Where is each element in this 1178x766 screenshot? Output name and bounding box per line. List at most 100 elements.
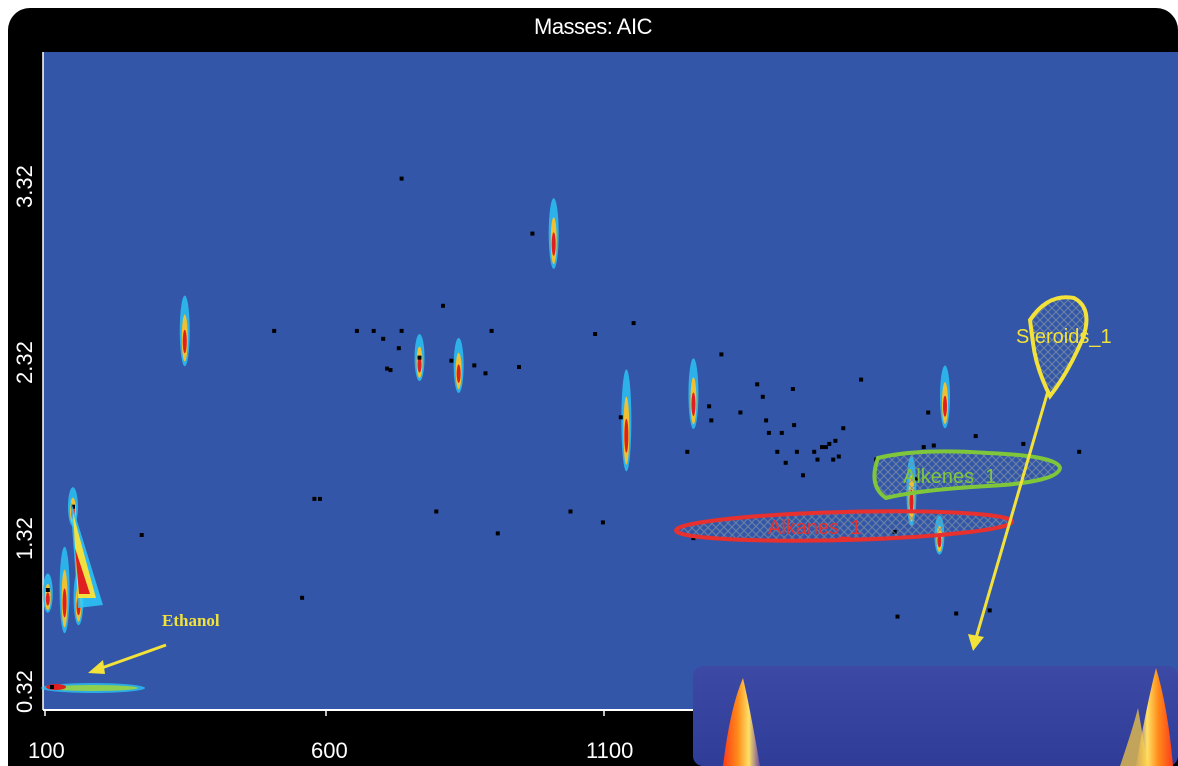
identified-point: [738, 410, 743, 415]
y-tick-label: 3.32: [12, 165, 37, 208]
identified-point: [815, 457, 820, 462]
identified-point: [709, 418, 714, 423]
identified-point: [926, 410, 931, 415]
identified-point: [836, 454, 841, 459]
identified-point: [755, 382, 760, 387]
identified-point: [371, 328, 376, 333]
identified-point: [766, 430, 771, 435]
identified-point: [973, 434, 978, 439]
identified-point: [707, 404, 712, 409]
identified-point: [775, 449, 780, 454]
identified-point: [483, 371, 488, 376]
identified-point: [399, 176, 404, 181]
identified-point: [831, 457, 836, 462]
identified-point: [568, 509, 573, 514]
identified-point: [381, 336, 386, 341]
identified-point: [618, 415, 623, 420]
identified-point: [833, 438, 838, 443]
identified-point: [790, 387, 795, 391]
peak-center: [182, 329, 187, 354]
identified-point: [71, 504, 75, 509]
region-steroids-1: [1027, 295, 1089, 400]
region-alkenes-1: [872, 449, 1063, 501]
y-tick-label: 1.32: [12, 517, 37, 560]
identified-point: [139, 533, 144, 537]
identified-point: [495, 531, 500, 536]
identified-point: [388, 368, 393, 373]
identified-point: [354, 328, 359, 333]
identified-point: [719, 352, 724, 357]
identified-point: [312, 496, 317, 501]
identified-point: [1077, 449, 1082, 454]
x-tick-label: 1100: [586, 738, 633, 763]
identified-point: [820, 445, 824, 450]
chart-frame: Masses: AIC: [8, 8, 1178, 766]
identified-point: [300, 595, 305, 600]
identified-point: [385, 366, 390, 371]
identified-point: [760, 394, 765, 399]
identified-point: [764, 418, 769, 423]
identified-point: [812, 449, 817, 454]
peak-center: [691, 392, 696, 417]
identified-point: [489, 328, 494, 333]
identified-point: [779, 430, 784, 435]
ethanol-arrow: [95, 643, 167, 672]
identified-point: [954, 611, 959, 616]
peak-center: [417, 356, 422, 373]
x-tick-label: 600: [311, 738, 348, 763]
region-alkanes-1: [674, 509, 1014, 543]
identified-point: [434, 509, 439, 514]
identified-point: [530, 231, 535, 236]
chart-title: Masses: AIC: [534, 14, 652, 39]
y-tick-label: 2.32: [12, 341, 37, 384]
identified-point: [827, 441, 832, 446]
identified-point: [631, 321, 636, 326]
peak-center: [551, 232, 556, 256]
x-tick-label: 100: [28, 738, 65, 763]
peak-center: [624, 418, 629, 453]
identified-point: [783, 460, 788, 465]
identified-point: [823, 445, 828, 450]
identified-point: [396, 346, 401, 351]
identified-point: [1021, 441, 1026, 446]
y-tick-label: 0.32: [12, 670, 37, 713]
identified-point: [399, 328, 404, 333]
peak-center: [62, 588, 67, 618]
identified-point: [517, 365, 521, 369]
peak-center: [45, 592, 50, 606]
identified-point: [794, 449, 799, 454]
region-label-steroids: Steroids_1: [1016, 326, 1112, 348]
identified-point: [318, 496, 322, 501]
identified-point: [600, 520, 605, 525]
identified-point: [441, 303, 445, 308]
identified-point: [685, 449, 690, 454]
steroid-arrowhead: [968, 634, 984, 651]
ethanol-streak: [41, 683, 145, 693]
identified-point: [272, 328, 277, 333]
identified-point: [417, 355, 422, 360]
ethanol-arrowhead: [88, 660, 105, 674]
identified-point: [801, 473, 805, 478]
chart-svg: 100 600 1100 0.32 1.32 2.32 3.32 Alkanes…: [12, 52, 1178, 766]
plot-area: [43, 52, 1178, 710]
peak-center: [937, 534, 942, 548]
identified-point: [691, 536, 696, 541]
identified-point: [931, 443, 936, 448]
identified-point: [895, 614, 900, 619]
steroid-arrow: [974, 390, 1050, 639]
identified-point: [921, 445, 926, 450]
identified-point: [792, 423, 797, 428]
identified-point: [841, 426, 846, 431]
peak-center: [909, 489, 914, 514]
identified-point: [449, 358, 454, 363]
region-label-alkenes: Alkenes_1: [903, 466, 996, 488]
inset-3d-view: [693, 666, 1178, 766]
region-label-alkanes: Alkanes_1: [768, 517, 861, 539]
ethanol-label: Ethanol: [162, 611, 220, 630]
identified-point: [593, 332, 598, 336]
identified-point: [45, 588, 50, 592]
identified-point: [987, 608, 992, 613]
identified-point: [472, 363, 477, 368]
identified-point: [859, 377, 864, 382]
peak-center: [942, 395, 947, 417]
